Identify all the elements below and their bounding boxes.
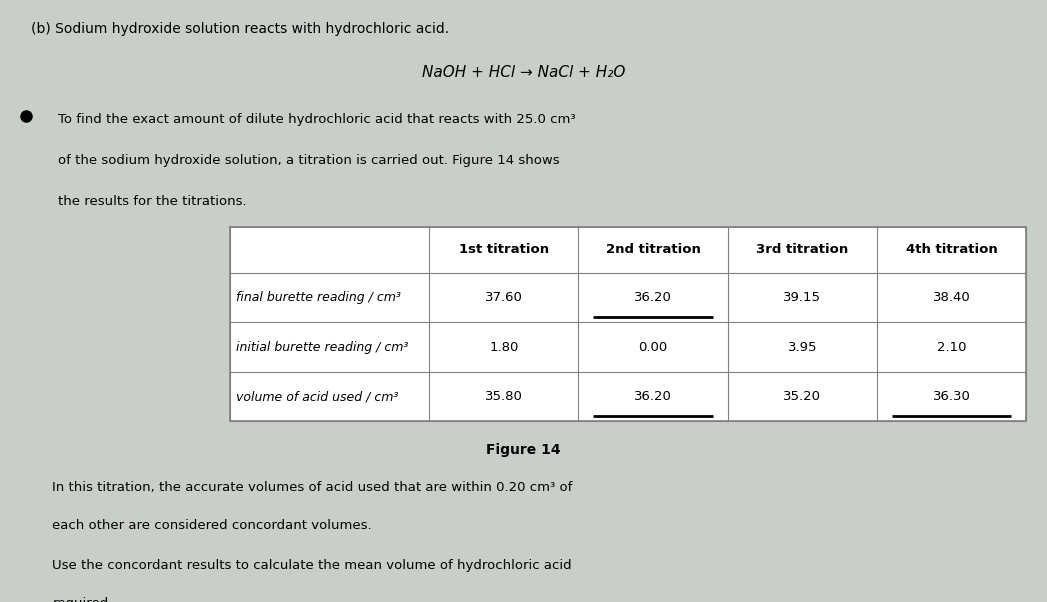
Text: Figure 14: Figure 14 [486,443,561,457]
Text: 2nd titration: 2nd titration [605,243,700,256]
Text: 1.80: 1.80 [489,341,518,353]
Text: 38.40: 38.40 [933,291,971,304]
Text: NaOH + HCl → NaCl + H₂O: NaOH + HCl → NaCl + H₂O [422,65,625,80]
Text: each other are considered concordant volumes.: each other are considered concordant vol… [52,519,372,532]
FancyBboxPatch shape [230,227,1026,421]
Text: of the sodium hydroxide solution, a titration is carried out. Figure 14 shows: of the sodium hydroxide solution, a titr… [58,154,559,167]
Text: 2.10: 2.10 [937,341,966,353]
Text: 1st titration: 1st titration [459,243,549,256]
Text: 0.00: 0.00 [639,341,668,353]
Text: the results for the titrations.: the results for the titrations. [58,194,246,208]
Text: To find the exact amount of dilute hydrochloric acid that reacts with 25.0 cm³: To find the exact amount of dilute hydro… [58,113,575,126]
Text: 36.20: 36.20 [634,390,672,403]
Text: (b) Sodium hydroxide solution reacts with hydrochloric acid.: (b) Sodium hydroxide solution reacts wit… [31,22,449,36]
Text: 36.20: 36.20 [634,291,672,304]
Text: 35.80: 35.80 [485,390,522,403]
Text: In this titration, the accurate volumes of acid used that are within 0.20 cm³ of: In this titration, the accurate volumes … [52,481,573,494]
Text: required.: required. [52,597,113,602]
Text: final burette reading / cm³: final burette reading / cm³ [236,291,400,304]
Text: volume of acid used / cm³: volume of acid used / cm³ [236,390,398,403]
Text: 35.20: 35.20 [783,390,821,403]
Text: 3rd titration: 3rd titration [756,243,848,256]
Text: 36.30: 36.30 [933,390,971,403]
Text: Use the concordant results to calculate the mean volume of hydrochloric acid: Use the concordant results to calculate … [52,559,572,573]
Text: 4th titration: 4th titration [906,243,998,256]
Text: initial burette reading / cm³: initial burette reading / cm³ [236,341,408,353]
Text: 37.60: 37.60 [485,291,522,304]
Text: 3.95: 3.95 [787,341,817,353]
Text: 39.15: 39.15 [783,291,821,304]
